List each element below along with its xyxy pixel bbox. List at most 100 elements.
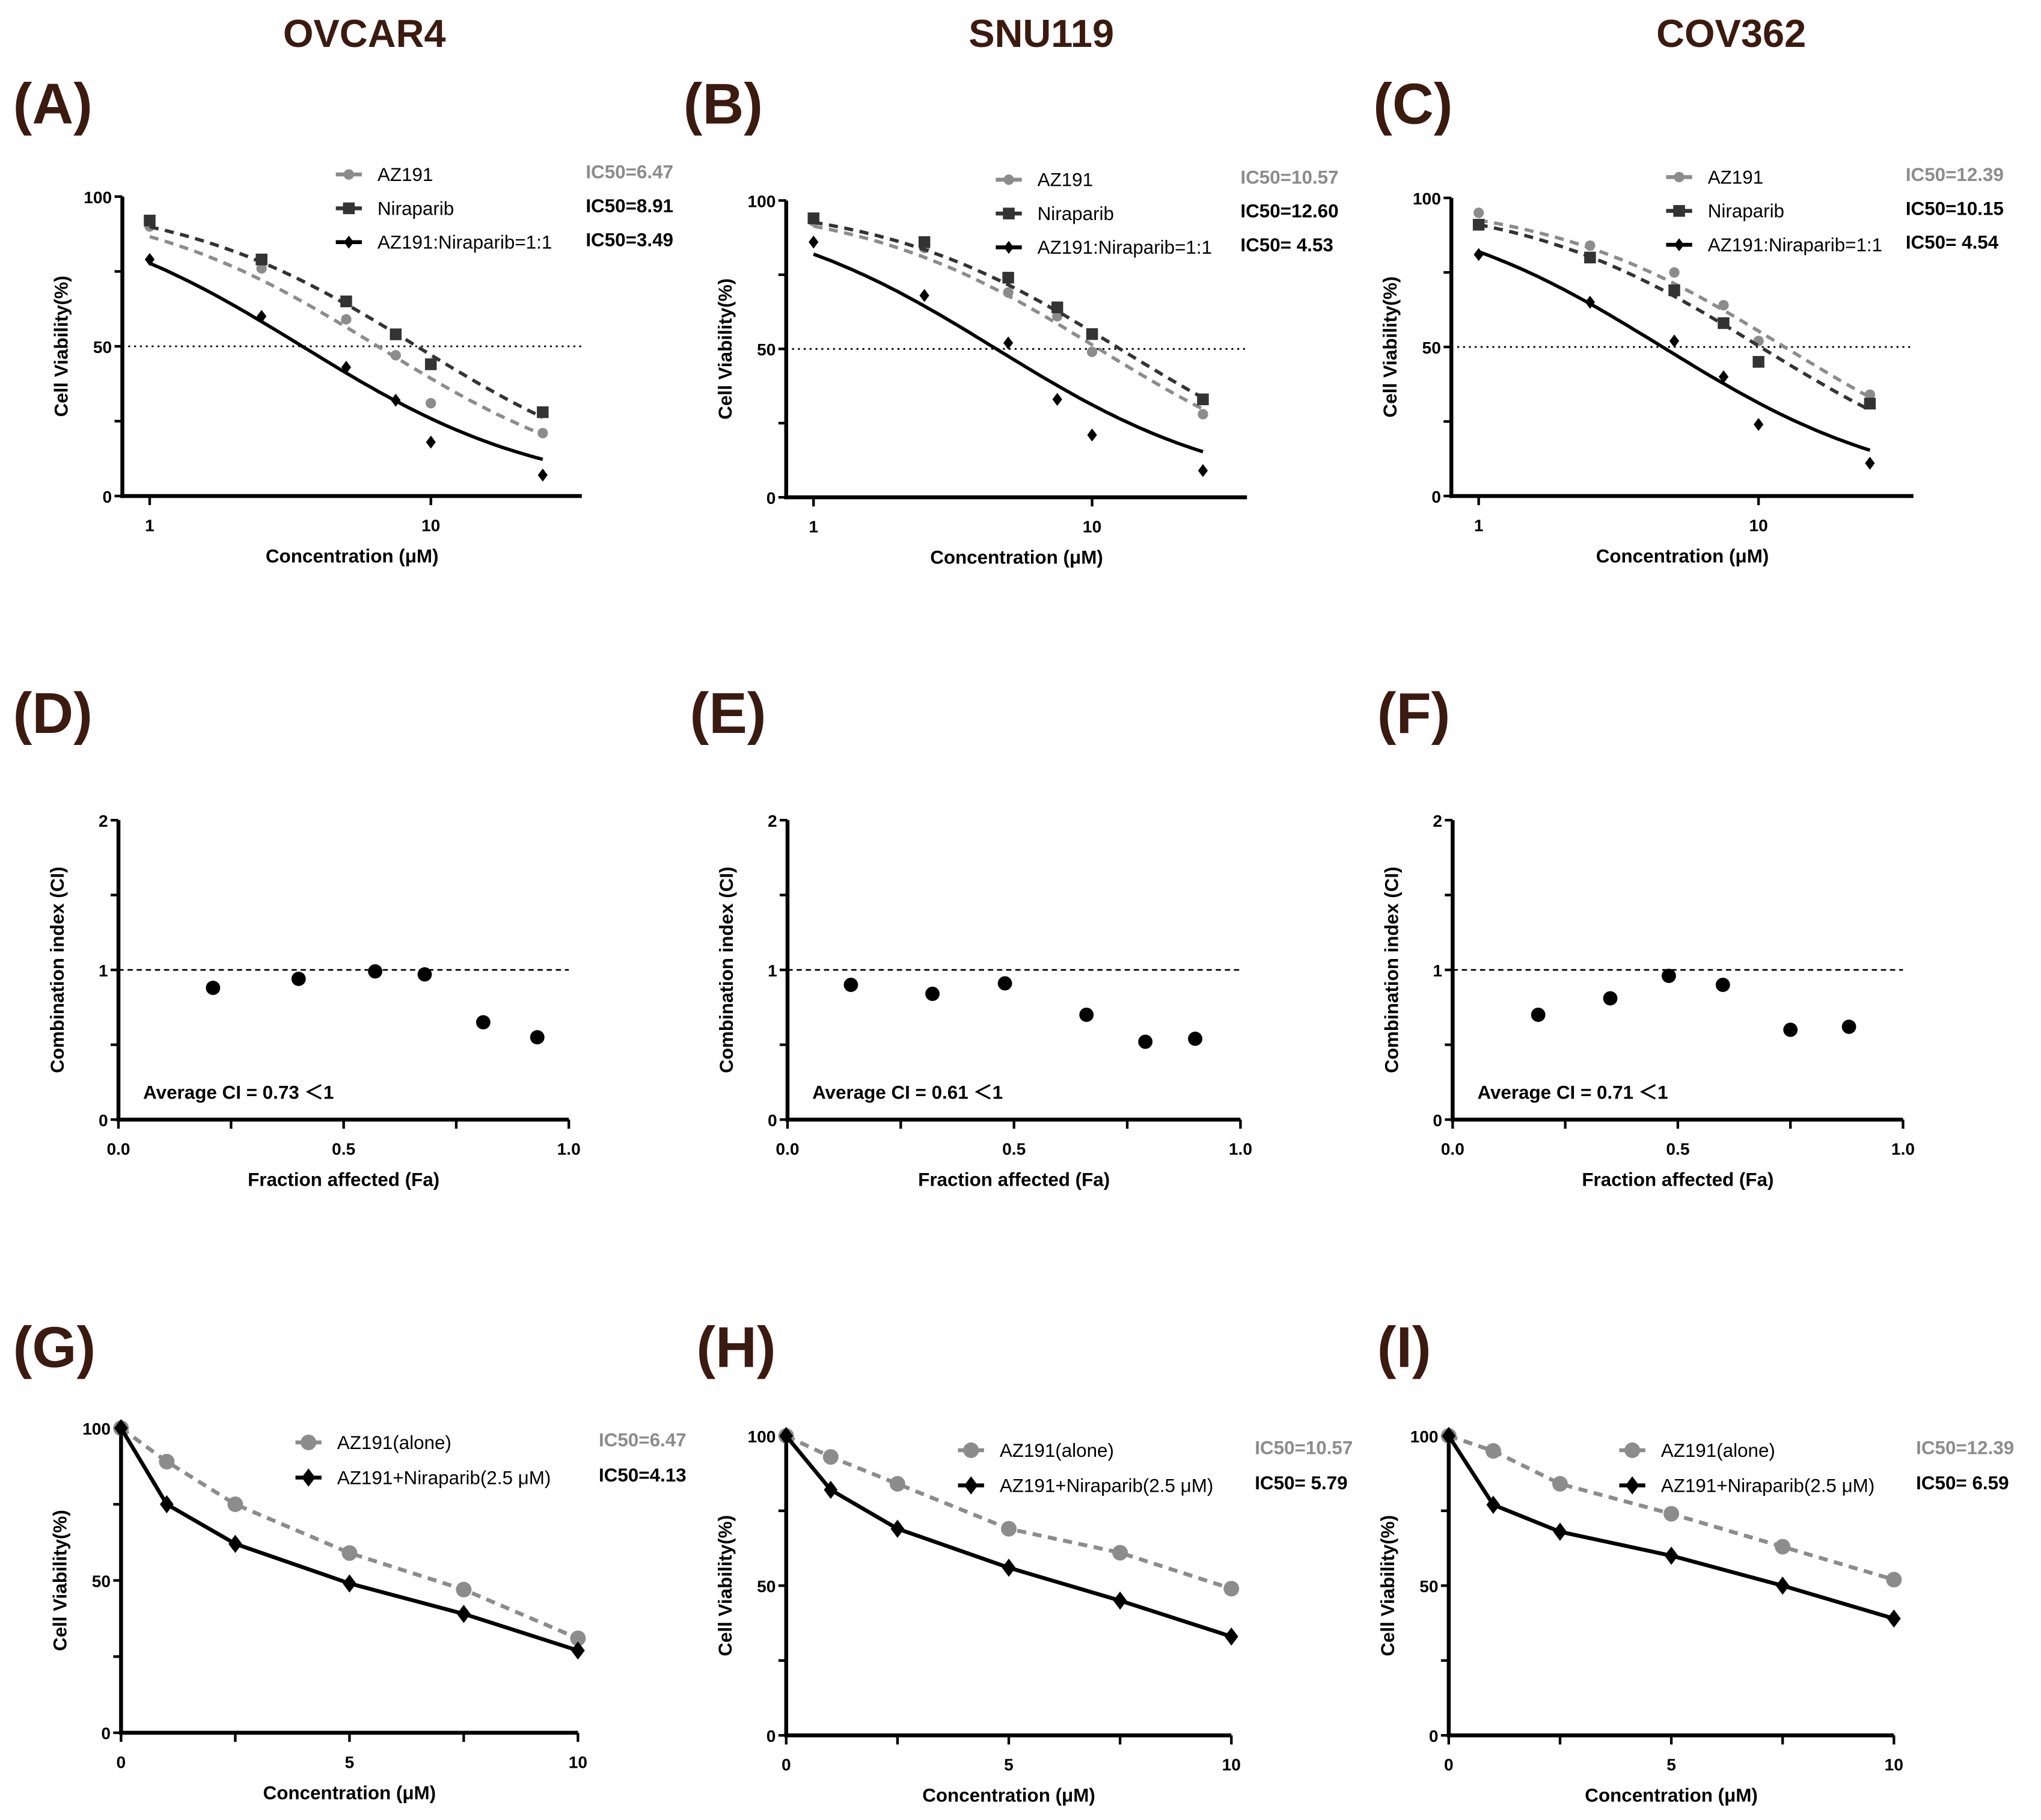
series-line bbox=[1478, 222, 1871, 412]
data-point bbox=[918, 236, 931, 248]
series-line bbox=[120, 1426, 579, 1640]
x-tick-label: 10 bbox=[1083, 518, 1101, 536]
ic50-label: IC50=3.49 bbox=[586, 229, 673, 250]
y-tick-label: 1 bbox=[1433, 961, 1442, 980]
data-point bbox=[1718, 370, 1729, 384]
data-point bbox=[1584, 251, 1596, 264]
data-point bbox=[1086, 328, 1098, 340]
data-point bbox=[1052, 393, 1062, 406]
data-point bbox=[1223, 1581, 1240, 1597]
x-tick-label: 1.0 bbox=[1891, 1140, 1915, 1159]
x-tick-label: 5 bbox=[1004, 1756, 1014, 1774]
series-line bbox=[1478, 250, 1871, 452]
legend-marker bbox=[963, 1442, 979, 1459]
x-axis-label: Fraction affected (Fa) bbox=[1582, 1169, 1773, 1190]
data-point bbox=[1754, 418, 1764, 431]
data-point bbox=[342, 1574, 356, 1593]
y-tick-label: 100 bbox=[84, 188, 112, 207]
column-title-ovcar4: OVCAR4 bbox=[283, 11, 446, 55]
chart-panel-f: (F) 0 1 2 0.0 0.5 1.0 Fraction affected (Fa) Com… bbox=[1377, 682, 1915, 1190]
series-az191 bbox=[144, 221, 548, 439]
legend-marker bbox=[1674, 238, 1685, 251]
y-tick-label: 50 bbox=[1419, 1577, 1438, 1596]
series-az191-niraparib-1-1 bbox=[809, 235, 1208, 477]
data-point bbox=[1138, 1034, 1153, 1049]
data-point bbox=[843, 978, 858, 992]
data-point bbox=[456, 1581, 472, 1598]
series-az191-niraparib-2-5-m- bbox=[779, 1427, 1238, 1646]
y-tick-label: 50 bbox=[92, 1572, 111, 1590]
data-point bbox=[571, 1641, 585, 1660]
x-tick-label: 0.5 bbox=[1666, 1140, 1689, 1159]
ic50-label: IC50=10.57 bbox=[1240, 167, 1338, 188]
legend-marker bbox=[343, 202, 355, 215]
ic50-label: IC50= 6.59 bbox=[1916, 1472, 2009, 1494]
data-point bbox=[997, 976, 1012, 991]
legend-label: AZ191(alone) bbox=[1661, 1440, 1775, 1461]
data-point bbox=[144, 253, 155, 266]
y-tick-label: 0 bbox=[1431, 488, 1441, 506]
ic50-label: IC50=6.47 bbox=[586, 162, 673, 183]
data-point bbox=[368, 964, 382, 979]
x-tick-label: 5 bbox=[1666, 1756, 1676, 1774]
data-point bbox=[256, 253, 268, 266]
series-line bbox=[1447, 1435, 1895, 1621]
x-tick-label: 0 bbox=[117, 1753, 126, 1771]
data-point bbox=[1718, 299, 1729, 311]
data-point bbox=[1188, 1031, 1202, 1046]
panel-label: (G) bbox=[13, 1316, 96, 1379]
data-point bbox=[1865, 456, 1875, 470]
legend-label: Niraparib bbox=[1038, 203, 1114, 224]
x-axis-label: Concentration (μM) bbox=[1585, 1785, 1758, 1806]
data-point bbox=[227, 1496, 243, 1512]
data-point bbox=[537, 406, 549, 418]
column-title-snu119: SNU119 bbox=[968, 11, 1114, 55]
legend-label: Niraparib bbox=[1708, 201, 1784, 222]
data-point bbox=[1086, 346, 1098, 357]
chart-panel-d: (D) 0 1 2 0.0 0.5 1.0 Fraction affected (Fa) Com… bbox=[13, 682, 581, 1190]
y-tick-label: 0 bbox=[103, 488, 112, 506]
data-point bbox=[114, 1419, 128, 1438]
legend-marker bbox=[1673, 205, 1685, 217]
data-point bbox=[925, 987, 940, 1001]
data-point bbox=[1715, 978, 1730, 992]
data-point bbox=[1002, 272, 1014, 284]
data-point bbox=[1663, 1506, 1680, 1522]
panel-label: (B) bbox=[684, 73, 763, 136]
data-point bbox=[1752, 356, 1764, 368]
chart-panel-h: (H) 0 50 100 0 5 10 Concentration (μM) Cell Viab… bbox=[696, 1316, 1353, 1806]
x-tick-label: 10 bbox=[1222, 1756, 1241, 1774]
legend-label: AZ191+Niraparib(2.5 μM) bbox=[1000, 1475, 1214, 1496]
chart-panel-c: (C) 0 50 100 1 10 Concentration (μM) Cell Viabi… bbox=[1373, 73, 2004, 567]
data-point bbox=[256, 263, 267, 274]
data-point bbox=[390, 350, 401, 361]
series-niraparib bbox=[144, 215, 549, 419]
data-point bbox=[807, 212, 819, 224]
y-tick-label: 2 bbox=[99, 812, 108, 830]
ic50-label: IC50=12.60 bbox=[1240, 201, 1338, 222]
y-axis-label: Combination index (CI) bbox=[47, 866, 68, 1073]
x-tick-label: 0.0 bbox=[776, 1140, 799, 1159]
x-tick-label: 0.5 bbox=[1002, 1140, 1026, 1159]
series-line bbox=[119, 1427, 579, 1653]
data-point bbox=[1553, 1522, 1567, 1541]
ic50-label: IC50= 4.53 bbox=[1240, 234, 1333, 256]
data-point bbox=[530, 1030, 545, 1045]
x-tick-label: 0 bbox=[782, 1756, 791, 1774]
data-point bbox=[159, 1453, 175, 1469]
series-niraparib bbox=[807, 212, 1209, 405]
data-point bbox=[1051, 301, 1063, 313]
data-point bbox=[1486, 1495, 1501, 1514]
chart-panel-i: (I) 0 50 100 0 5 10 Concentration (μM) Cell Viab… bbox=[1377, 1316, 2015, 1806]
legend-marker bbox=[1624, 1442, 1641, 1459]
y-tick-label: 1 bbox=[768, 961, 777, 980]
panel-label: (C) bbox=[1373, 73, 1452, 136]
chart-panel-b: (B) 0 50 100 1 10 Concentration (μM) Cell Viabi… bbox=[684, 73, 1339, 568]
data-point bbox=[1585, 240, 1596, 251]
series-line bbox=[149, 234, 543, 437]
average-ci-annotation: Average CI = 0.71 ＜1 bbox=[1477, 1082, 1668, 1103]
average-ci-annotation: Average CI = 0.61 ＜1 bbox=[812, 1082, 1003, 1103]
data-point bbox=[1662, 969, 1676, 983]
legend-marker bbox=[964, 1476, 978, 1495]
